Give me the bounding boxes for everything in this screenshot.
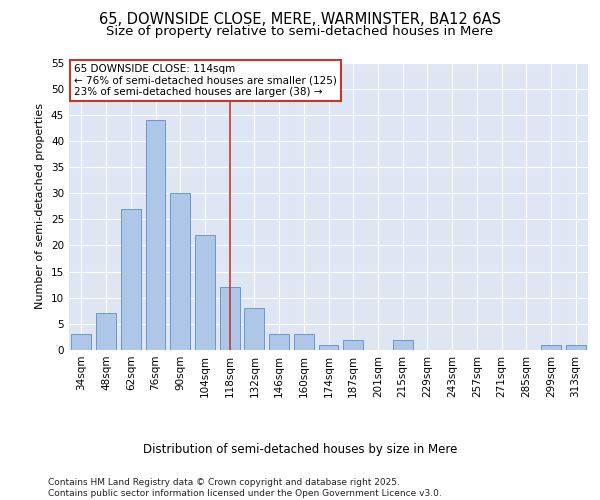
- Bar: [541, 345, 561, 350]
- Bar: [294, 334, 314, 350]
- Text: Contains HM Land Registry data © Crown copyright and database right 2025.
Contai: Contains HM Land Registry data © Crown c…: [48, 478, 442, 498]
- Bar: [269, 334, 289, 350]
- Bar: [121, 209, 140, 350]
- Bar: [195, 235, 215, 350]
- Bar: [96, 314, 116, 350]
- Bar: [319, 345, 338, 350]
- Bar: [393, 340, 413, 350]
- Bar: [566, 345, 586, 350]
- Bar: [343, 340, 363, 350]
- Bar: [220, 288, 239, 350]
- Text: 65 DOWNSIDE CLOSE: 114sqm
← 76% of semi-detached houses are smaller (125)
23% of: 65 DOWNSIDE CLOSE: 114sqm ← 76% of semi-…: [74, 64, 337, 97]
- Text: Distribution of semi-detached houses by size in Mere: Distribution of semi-detached houses by …: [143, 442, 457, 456]
- Bar: [170, 193, 190, 350]
- Bar: [244, 308, 264, 350]
- Text: Size of property relative to semi-detached houses in Mere: Size of property relative to semi-detach…: [106, 25, 494, 38]
- Bar: [146, 120, 166, 350]
- Bar: [71, 334, 91, 350]
- Y-axis label: Number of semi-detached properties: Number of semi-detached properties: [35, 104, 46, 309]
- Text: 65, DOWNSIDE CLOSE, MERE, WARMINSTER, BA12 6AS: 65, DOWNSIDE CLOSE, MERE, WARMINSTER, BA…: [99, 12, 501, 28]
